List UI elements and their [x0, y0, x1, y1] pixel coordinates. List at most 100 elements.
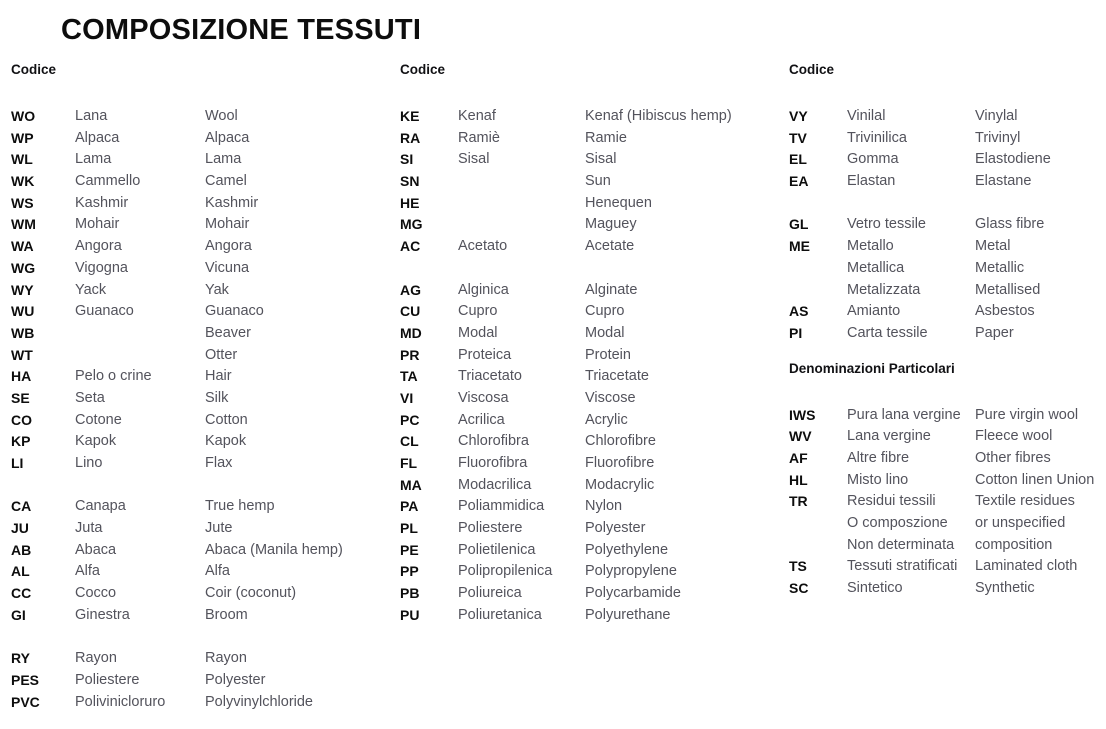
- fiber-code: AL: [11, 563, 30, 580]
- fiber-name-en: Otter: [205, 346, 238, 363]
- fiber-row: PA Poliammidica Nylon: [400, 496, 780, 518]
- fiber-row: RY Rayon Rayon: [11, 648, 391, 670]
- fiber-name-en: Polyester: [585, 520, 646, 537]
- fiber-name-en: Nylon: [585, 498, 623, 515]
- fiber-name-en: Vicuna: [205, 259, 250, 276]
- fiber-name-en: Chlorofibre: [585, 433, 656, 450]
- fiber-name-en: Polycarbamide: [585, 585, 681, 602]
- fiber-name-en: Metallic: [975, 259, 1025, 276]
- fiber-code: WS: [11, 194, 34, 211]
- fiber-name-en: Viscose: [585, 389, 636, 406]
- fiber-name-en: Broom: [205, 606, 248, 623]
- fiber-row: LI Lino Flax: [11, 453, 391, 475]
- fiber-name-it: Cupro: [458, 303, 498, 320]
- fiber-code: [789, 258, 847, 280]
- fiber-name-it: Lama: [75, 151, 112, 168]
- fiber-row: WU Guanaco Guanaco: [11, 301, 391, 323]
- fiber-name-it: Sintetico: [847, 580, 903, 597]
- fiber-name-en: Paper: [975, 324, 1014, 341]
- fiber-name-it: Vetro tessile: [847, 216, 926, 233]
- fiber-name-it: [458, 214, 585, 236]
- fiber-code: PP: [400, 563, 419, 580]
- fiber-name-it: Amianto: [847, 303, 901, 320]
- fiber-row: GI Ginestra Broom: [11, 605, 391, 627]
- fiber-row: MG Maguey: [400, 214, 780, 236]
- fiber-name-it: Metallica: [847, 259, 905, 276]
- fiber-code: PR: [400, 346, 420, 363]
- fiber-name-en: Polyurethane: [585, 606, 671, 623]
- fiber-name-en: Trivinyl: [975, 129, 1021, 146]
- fiber-row: CO Cotone Cotton: [11, 410, 391, 432]
- fiber-name-it: Metalizzata: [847, 281, 921, 298]
- fiber-row: PL Poliestere Polyester: [400, 518, 780, 540]
- fiber-name-it: [458, 171, 585, 193]
- fiber-name-it: Poliuretanica: [458, 606, 542, 623]
- fiber-name-it: Altre fibre: [847, 449, 910, 466]
- fiber-name-it: Ginestra: [75, 606, 130, 623]
- fiber-row: HA Pelo o crine Hair: [11, 366, 391, 388]
- column-2-rows: KE Kenaf Kenaf (Hibiscus hemp) RA Ramiè Ramie…: [400, 106, 780, 627]
- fiber-code: SN: [400, 173, 420, 190]
- column-3-rows: VY Vinilal Vinylal TV Trivinilica Trivinyl EL G…: [789, 106, 1099, 345]
- fiber-row: WS Kashmir Kashmir: [11, 193, 391, 215]
- fiber-name-it: Lana: [75, 108, 108, 124]
- fiber-name-it: Guanaco: [75, 303, 134, 320]
- fiber-name-en: Wool: [205, 108, 238, 124]
- fiber-name-en: or unspecified: [975, 515, 1066, 531]
- fiber-name-it: Rayon: [75, 650, 117, 667]
- page-title: COMPOSIZIONE TESSUTI: [61, 14, 422, 46]
- fiber-code: AC: [400, 238, 421, 255]
- fiber-row: CA Canapa True hemp: [11, 496, 391, 518]
- heading-spacer: [789, 383, 1099, 405]
- fiber-row: WO Lana Wool: [11, 106, 391, 128]
- fiber-row: FL Fluorofibra Fluorofibre: [400, 453, 780, 475]
- fiber-row: WM Mohair Mohair: [11, 214, 391, 236]
- fiber-name-it: Pelo o crine: [75, 368, 152, 385]
- fiber-code: WP: [11, 129, 34, 146]
- fiber-name-en: Henequen: [585, 194, 652, 211]
- fiber-row: WB Beaver: [11, 323, 391, 345]
- fiber-row: Metalizzata Metallised: [789, 280, 1099, 302]
- fiber-code: PI: [789, 324, 803, 341]
- fiber-name-it: Vigogna: [75, 259, 128, 276]
- fiber-name-it: Acetato: [458, 238, 508, 255]
- fiber-name-it: Poliureica: [458, 585, 522, 602]
- fiber-code: KP: [11, 433, 31, 450]
- fiber-code: FL: [400, 455, 418, 471]
- fiber-name-it: Non determinata: [847, 536, 955, 553]
- fiber-name-en: Metal: [975, 238, 1011, 255]
- denominazioni-particolari-rows: IWS Pura lana vergine Pure virgin wool WV La…: [789, 405, 1099, 600]
- fiber-code: [789, 513, 847, 535]
- fiber-name-it: Trivinilica: [847, 129, 907, 146]
- fiber-code: WU: [11, 303, 35, 320]
- fiber-code: TS: [789, 558, 807, 575]
- fiber-name-it: Lino: [75, 455, 103, 471]
- fiber-code: CC: [11, 585, 32, 602]
- fiber-code: WT: [11, 346, 33, 363]
- fiber-row: RA Ramiè Ramie: [400, 128, 780, 150]
- fiber-row: PVC Polivinicloruro Polyvinylchloride: [11, 692, 391, 714]
- fiber-row: SE Seta Silk: [11, 388, 391, 410]
- group-spacer: [11, 627, 391, 649]
- fiber-code: PVC: [11, 693, 40, 710]
- fiber-name-it: Alpaca: [75, 129, 120, 146]
- fiber-name-en: Coir (coconut): [205, 585, 297, 602]
- fiber-name-en: Angora: [205, 238, 252, 255]
- fiber-code: CO: [11, 411, 32, 428]
- fiber-name-it: Lana vergine: [847, 428, 931, 445]
- fiber-name-it: Metallo: [847, 238, 894, 255]
- fiber-name-it: Poliammidica: [458, 498, 545, 515]
- fiber-name-it: [75, 323, 205, 345]
- fiber-code: WO: [11, 108, 36, 124]
- fiber-row: HE Henequen: [400, 193, 780, 215]
- fiber-row: ME Metallo Metal: [789, 236, 1099, 258]
- fiber-code: PC: [400, 411, 420, 428]
- fiber-name-en: Fluorofibre: [585, 455, 655, 471]
- fiber-name-en: Alfa: [205, 563, 230, 580]
- fiber-name-en: Maguey: [585, 216, 637, 233]
- fiber-name-en: Flax: [205, 455, 233, 471]
- fiber-code: [789, 280, 847, 302]
- fiber-code: HA: [11, 368, 32, 385]
- fiber-code: VI: [400, 389, 414, 406]
